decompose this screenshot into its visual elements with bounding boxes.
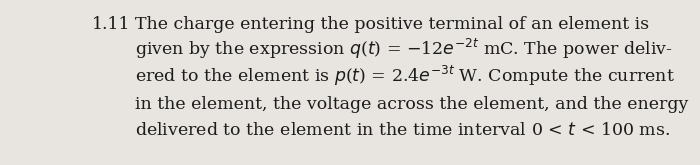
Text: The charge entering the positive terminal of an element is: The charge entering the positive termina…: [135, 16, 650, 33]
Text: 1.11: 1.11: [92, 16, 130, 33]
Text: ered to the element is $p$($t$) = 2.4$e^{-3t}$ W. Compute the current: ered to the element is $p$($t$) = 2.4$e^…: [135, 64, 675, 88]
Text: given by the expression $q$($t$) = $-$12$e^{-2t}$ mC. The power deliv-: given by the expression $q$($t$) = $-$12…: [135, 37, 673, 61]
Text: in the element, the voltage across the element, and the energy: in the element, the voltage across the e…: [135, 96, 689, 113]
Text: delivered to the element in the time interval 0 < $t$ < 100 ms.: delivered to the element in the time int…: [135, 122, 671, 139]
